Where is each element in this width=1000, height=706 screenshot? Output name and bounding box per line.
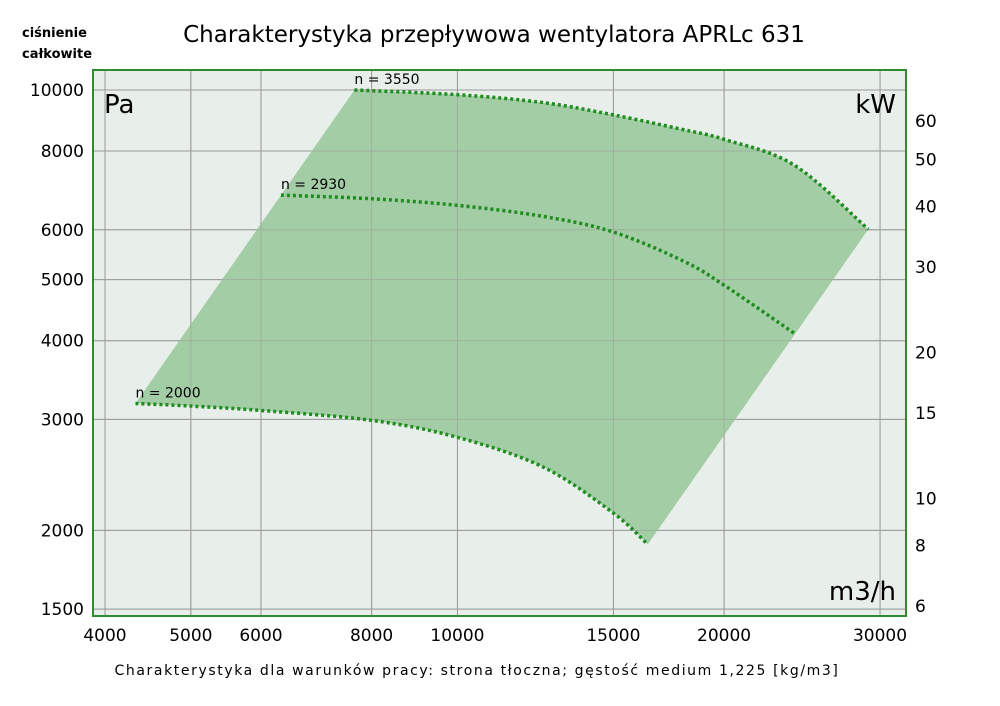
y2-tick-label: 10 bbox=[915, 489, 937, 509]
curve-label: n = 3550 bbox=[354, 72, 419, 88]
y2-unit-label: kW bbox=[855, 90, 896, 120]
y2-tick-label: 50 bbox=[915, 150, 937, 170]
curve-3550 bbox=[354, 88, 870, 231]
y-tick-label: 6000 bbox=[41, 221, 84, 241]
y-tick-label: 10000 bbox=[30, 81, 84, 101]
y-axis-label-line1: ciśnienie bbox=[22, 26, 87, 41]
curve-label: n = 2930 bbox=[281, 177, 346, 193]
y2-tick-label: 60 bbox=[915, 112, 937, 132]
y-unit-label: Pa bbox=[104, 90, 134, 120]
y-tick-label: 1500 bbox=[41, 600, 84, 620]
chart-subtitle: Charakterystyka dla warunków pracy: stro… bbox=[115, 663, 840, 679]
y2-tick-label: 20 bbox=[915, 343, 937, 363]
y-axis-label-line2: całkowite bbox=[22, 47, 92, 62]
curve-label: n = 2000 bbox=[135, 385, 200, 401]
x-tick-label: 8000 bbox=[350, 626, 393, 646]
curve-2930 bbox=[280, 193, 796, 335]
operating-area bbox=[135, 90, 869, 545]
y2-tick-label: 6 bbox=[915, 597, 926, 617]
x-tick-label: 6000 bbox=[239, 626, 282, 646]
y-tick-label: 5000 bbox=[41, 271, 84, 291]
plot-border bbox=[92, 69, 907, 617]
x-tick-label: 15000 bbox=[586, 626, 640, 646]
x-unit-label: m3/h bbox=[829, 577, 896, 607]
x-tick-label: 4000 bbox=[83, 626, 126, 646]
y2-tick-label: 30 bbox=[915, 258, 937, 278]
x-tick-label: 30000 bbox=[853, 626, 907, 646]
chart-title: Charakterystyka przepływowa wentylatora … bbox=[183, 22, 805, 48]
y-tick-label: 4000 bbox=[41, 332, 84, 352]
x-tick-label: 5000 bbox=[169, 626, 212, 646]
y-tick-label: 2000 bbox=[41, 521, 84, 541]
curve-2000 bbox=[135, 401, 649, 546]
y-tick-label: 3000 bbox=[41, 410, 84, 430]
x-tick-label: 20000 bbox=[697, 626, 751, 646]
y2-tick-label: 40 bbox=[915, 197, 937, 217]
y2-tick-label: 8 bbox=[915, 536, 926, 556]
y2-tick-label: 15 bbox=[915, 404, 937, 424]
x-tick-label: 10000 bbox=[430, 626, 484, 646]
y-tick-label: 8000 bbox=[41, 142, 84, 162]
